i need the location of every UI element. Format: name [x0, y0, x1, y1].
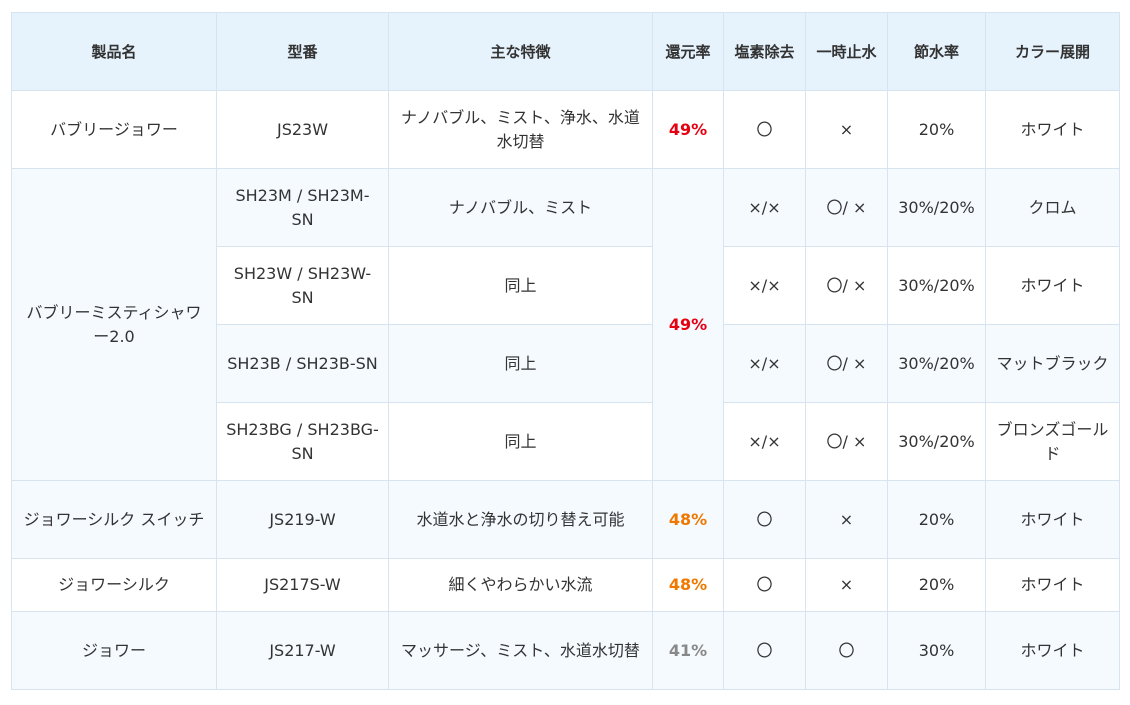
table-row: SH23BG / SH23BG-SN 同上 ×/× 〇/ × 30%/20% ブ…	[12, 402, 1120, 481]
cell-saving: 30%/20%	[887, 168, 986, 247]
cell-model: SH23M / SH23M-SN	[216, 168, 389, 247]
cell-stop: 〇/ ×	[805, 246, 888, 325]
cell-rate: 48%	[652, 480, 724, 559]
cell-model: JS217-W	[216, 611, 389, 690]
cell-saving: 30%/20%	[887, 324, 986, 403]
header-stop: 一時止水	[805, 12, 888, 91]
cell-saving: 20%	[887, 558, 986, 612]
cell-rate: 49%	[652, 168, 724, 481]
cell-stop: 〇/ ×	[805, 324, 888, 403]
table-header-row: 製品名 型番 主な特徴 還元率 塩素除去 一時止水 節水率 カラー展開	[11, 12, 1120, 91]
cell-stop: 〇/ ×	[805, 402, 888, 481]
cell-model: SH23B / SH23B-SN	[216, 324, 389, 403]
header-product: 製品名	[11, 12, 217, 91]
cell-product: バブリーミスティシャワー2.0	[11, 168, 217, 481]
cell-model: JS219-W	[216, 480, 389, 559]
header-feature: 主な特徴	[388, 12, 653, 91]
cell-feature: 細くやわらかい水流	[388, 558, 653, 612]
comparison-table: 製品名 型番 主な特徴 還元率 塩素除去 一時止水 節水率 カラー展開 バブリー…	[11, 12, 1120, 690]
cell-chlorine: 〇	[723, 558, 806, 612]
cell-stop: 〇	[805, 611, 888, 690]
cell-rate: 49%	[652, 90, 724, 169]
table-row: ジョワーシルク JS217S-W 細くやわらかい水流 48% 〇 × 20% ホ…	[11, 558, 1120, 612]
cell-product: ジョワーシルク スイッチ	[11, 480, 217, 559]
cell-color: ホワイト	[985, 558, 1120, 612]
table-row: バブリーミスティシャワー2.0 SH23M / SH23M-SN ナノバブル、ミ…	[11, 168, 1120, 481]
cell-model: JS23W	[216, 90, 389, 169]
cell-saving: 20%	[887, 480, 986, 559]
cell-color: ホワイト	[985, 611, 1120, 690]
cell-product: バブリージョワー	[11, 90, 217, 169]
cell-color: ホワイト	[985, 480, 1120, 559]
cell-feature: ナノバブル、ミスト	[388, 168, 653, 247]
table-row: バブリージョワー JS23W ナノバブル、ミスト、浄水、水道水切替 49% 〇 …	[11, 90, 1120, 169]
cell-feature: 同上	[388, 246, 653, 325]
cell-saving: 20%	[887, 90, 986, 169]
cell-chlorine: 〇	[723, 611, 806, 690]
header-color: カラー展開	[985, 12, 1120, 91]
table-row: SH23B / SH23B-SN 同上 ×/× 〇/ × 30%/20% マット…	[12, 324, 1120, 403]
table-row: SH23W / SH23W-SN 同上 ×/× 〇/ × 30%/20% ホワイ…	[12, 246, 1120, 325]
cell-chlorine: 〇	[723, 480, 806, 559]
cell-stop: ×	[805, 90, 888, 169]
cell-rate: 41%	[652, 611, 724, 690]
cell-chlorine: ×/×	[723, 324, 806, 403]
header-model: 型番	[216, 12, 389, 91]
table-row: ジョワーシルク スイッチ JS219-W 水道水と浄水の切り替え可能 48% 〇…	[11, 480, 1120, 559]
header-saving: 節水率	[887, 12, 986, 91]
cell-feature: 水道水と浄水の切り替え可能	[388, 480, 653, 559]
cell-feature: 同上	[388, 402, 653, 481]
header-rate: 還元率	[652, 12, 724, 91]
cell-color: ブロンズゴールド	[985, 402, 1120, 481]
cell-product: ジョワーシルク	[11, 558, 217, 612]
cell-feature: ナノバブル、ミスト、浄水、水道水切替	[388, 90, 653, 169]
header-chlorine: 塩素除去	[723, 12, 806, 91]
cell-chlorine: ×/×	[723, 246, 806, 325]
cell-stop: ×	[805, 480, 888, 559]
cell-color: マットブラック	[985, 324, 1120, 403]
cell-feature: マッサージ、ミスト、水道水切替	[388, 611, 653, 690]
cell-model: SH23BG / SH23BG-SN	[216, 402, 389, 481]
cell-chlorine: 〇	[723, 90, 806, 169]
table-row: ジョワー JS217-W マッサージ、ミスト、水道水切替 41% 〇 〇 30%…	[11, 611, 1120, 690]
cell-stop: ×	[805, 558, 888, 612]
cell-color: ホワイト	[985, 246, 1120, 325]
cell-model: SH23W / SH23W-SN	[216, 246, 389, 325]
cell-saving: 30%	[887, 611, 986, 690]
cell-model: JS217S-W	[216, 558, 389, 612]
cell-rate: 48%	[652, 558, 724, 612]
cell-saving: 30%/20%	[887, 246, 986, 325]
cell-color: クロム	[985, 168, 1120, 247]
cell-feature: 同上	[388, 324, 653, 403]
cell-color: ホワイト	[985, 90, 1120, 169]
cell-saving: 30%/20%	[887, 402, 986, 481]
cell-stop: 〇/ ×	[805, 168, 888, 247]
cell-chlorine: ×/×	[723, 402, 806, 481]
comparison-table-container: 製品名 型番 主な特徴 還元率 塩素除去 一時止水 節水率 カラー展開 バブリー…	[11, 12, 1120, 690]
cell-product: ジョワー	[11, 611, 217, 690]
cell-chlorine: ×/×	[723, 168, 806, 247]
